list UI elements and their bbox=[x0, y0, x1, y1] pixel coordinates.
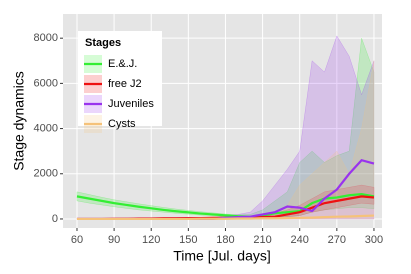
y-tick-label: 6000 bbox=[34, 77, 58, 89]
legend-title: Stages bbox=[85, 37, 121, 49]
y-tick-label: 2000 bbox=[34, 168, 58, 180]
legend-label: Juveniles bbox=[108, 98, 154, 110]
legend-label: Cysts bbox=[108, 118, 136, 130]
line bbox=[76, 214, 374, 221]
y-tick-label: 4000 bbox=[34, 122, 58, 134]
x-axis-title: Time [Jul. days] bbox=[173, 248, 271, 264]
legend-box bbox=[78, 31, 162, 126]
x-tick-label: 60 bbox=[71, 234, 83, 246]
x-tick-label: 270 bbox=[328, 234, 346, 246]
x-tick-label: 240 bbox=[291, 234, 309, 246]
x-tick-label: 90 bbox=[108, 234, 120, 246]
y-axis-title: Stage dynamics bbox=[11, 71, 27, 171]
x-tick-label: 120 bbox=[142, 234, 160, 246]
x-tick-label: 300 bbox=[365, 234, 383, 246]
x-tick-label: 180 bbox=[216, 234, 234, 246]
legend-label: free J2 bbox=[108, 78, 142, 90]
ribbon bbox=[76, 38, 375, 219]
y-tick-label: 0 bbox=[52, 213, 58, 225]
legend-label: E.&.J. bbox=[108, 58, 137, 70]
x-tick-label: 150 bbox=[179, 234, 197, 246]
y-tick-label: 8000 bbox=[34, 32, 58, 44]
x-tick-label: 210 bbox=[253, 234, 271, 246]
